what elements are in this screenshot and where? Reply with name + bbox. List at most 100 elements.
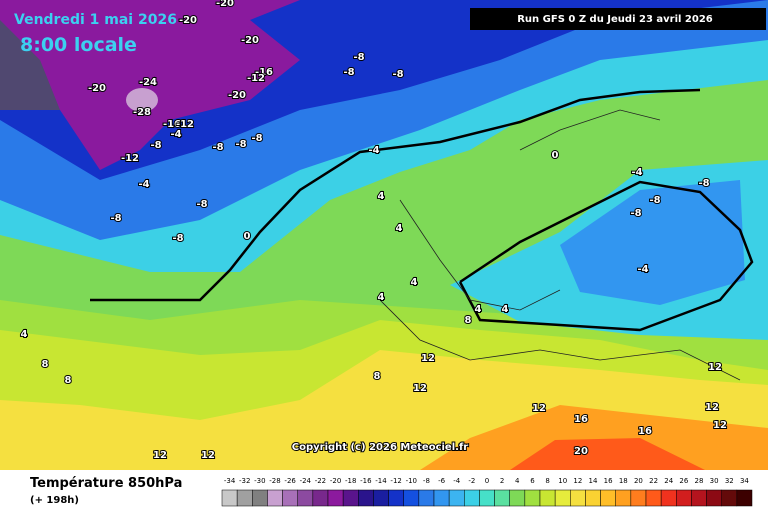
isotherm-label: 12 — [532, 403, 546, 414]
scale-label: 30 — [710, 477, 719, 485]
scale-swatch — [373, 489, 389, 507]
isotherm-label: 8 — [374, 371, 381, 382]
scale-swatch — [388, 489, 404, 507]
isotherm-label: -28 — [133, 107, 151, 118]
scale-swatch — [312, 489, 329, 507]
run-info: Run GFS 0 Z du Jeudi 23 avril 2026 — [517, 14, 713, 25]
scale-swatch — [554, 489, 571, 507]
color-scale: -34 -32 -30 -28 -26 -24 -22 -20 -18 -16 -14 -12 -10-… — [221, 477, 753, 507]
isotherm-labels: -20-20-20-24-28-20-20-16-12-16-12-4-8-12… — [20, 0, 728, 462]
scale-label: -2 — [468, 477, 475, 485]
isotherm-label: -8 — [251, 133, 262, 144]
isotherm-label: -8 — [343, 67, 354, 78]
isotherm-label: -20 — [241, 35, 259, 46]
footer-lead: (+ 198h) — [30, 495, 79, 506]
scale-swatch — [570, 489, 586, 507]
isotherm-label: 4 — [502, 304, 509, 315]
copyright: Copyright (c) 2026 Meteociel.fr — [292, 442, 469, 453]
isotherm-label: 8 — [465, 315, 472, 326]
scale-label: -14 — [375, 477, 387, 485]
scale-swatch — [615, 489, 632, 507]
isotherm-label: -8 — [150, 140, 161, 151]
isotherm-label: -8 — [196, 199, 207, 210]
scale-label: 14 — [589, 477, 598, 485]
isotherm-label: -8 — [172, 233, 183, 244]
scale-swatch — [600, 489, 616, 507]
scale-swatch — [236, 489, 253, 507]
scale-swatch — [342, 489, 359, 507]
map-fields — [0, 0, 768, 470]
scale-label: 22 — [649, 477, 658, 485]
isotherm-label: 12 — [713, 420, 727, 431]
scale-swatch — [464, 489, 480, 507]
scale-swatch — [645, 489, 662, 507]
isotherm-label: -12 — [176, 119, 194, 130]
scale-label: -26 — [284, 477, 296, 485]
scale-label: 12 — [573, 477, 582, 485]
isotherm-label: -4 — [368, 145, 379, 156]
scale-label: 26 — [679, 477, 688, 485]
scale-swatch — [297, 489, 314, 507]
scale-label: -16 — [360, 477, 372, 485]
scale-label: 2 — [500, 477, 504, 485]
isotherm-label: 8 — [65, 375, 72, 386]
scale-swatch — [524, 489, 541, 507]
scale-label: 34 — [740, 477, 749, 485]
isotherm-label: -4 — [138, 179, 149, 190]
scale-swatch — [721, 489, 738, 507]
scale-label: 4 — [515, 477, 520, 485]
scale-swatch — [539, 489, 556, 507]
scale-label: 20 — [634, 477, 643, 485]
scale-label: 18 — [619, 477, 628, 485]
scale-label: 10 — [558, 477, 567, 485]
isotherm-label: 4 — [378, 292, 385, 303]
scale-label: -30 — [254, 477, 265, 485]
scale-label: -24 — [300, 477, 312, 485]
isotherm-label: -12 — [247, 73, 265, 84]
scale-label: -32 — [239, 477, 250, 485]
scale-label: 8 — [545, 477, 549, 485]
scale-label: -34 — [224, 477, 236, 485]
isotherm-label: 12 — [153, 450, 167, 461]
isotherm-label: 12 — [421, 353, 435, 364]
scale-label: -20 — [330, 477, 341, 485]
scale-label: 0 — [485, 477, 489, 485]
scale-label: 6 — [530, 477, 535, 485]
scale-label: 16 — [604, 477, 613, 485]
isotherm-label: -20 — [216, 0, 234, 9]
scale-swatch — [327, 489, 344, 507]
isotherm-label: 16 — [638, 426, 652, 437]
isotherm-label: 12 — [413, 383, 427, 394]
isotherm-label: -8 — [392, 69, 403, 80]
scale-label: -28 — [269, 477, 280, 485]
scale-label: -6 — [438, 477, 446, 485]
isotherm-label: -16 — [163, 119, 181, 130]
isotherm-label: 4 — [475, 304, 482, 315]
scale-swatch — [494, 489, 510, 507]
scale-swatch — [736, 489, 753, 507]
scale-label: 28 — [695, 477, 704, 485]
scale-swatch — [691, 489, 707, 507]
scale-label: -4 — [453, 477, 461, 485]
scale-swatch — [252, 489, 268, 507]
scale-swatch — [358, 489, 374, 507]
isotherm-label: 4 — [378, 191, 385, 202]
isotherm-label: -20 — [88, 83, 106, 94]
isotherm-label: 8 — [42, 359, 49, 370]
isotherm-label: 16 — [574, 414, 588, 425]
run-box — [470, 8, 766, 30]
scale-label: 32 — [725, 477, 734, 485]
scale-swatch — [660, 489, 677, 507]
isotherm-label: -4 — [631, 167, 642, 178]
isotherm-label: 4 — [411, 277, 418, 288]
isotherm-label: -24 — [139, 77, 157, 88]
scale-swatch — [630, 489, 647, 507]
scale-swatch — [418, 489, 435, 507]
isotherm-label: -4 — [170, 129, 181, 140]
isotherm-label: 12 — [708, 362, 722, 373]
scale-swatch — [448, 489, 465, 507]
isotherm-label: 0 — [244, 231, 251, 242]
valid-time: 8:00 locale — [20, 34, 137, 56]
scale-label: -12 — [390, 477, 401, 485]
isotherm-label: -20 — [179, 15, 197, 26]
